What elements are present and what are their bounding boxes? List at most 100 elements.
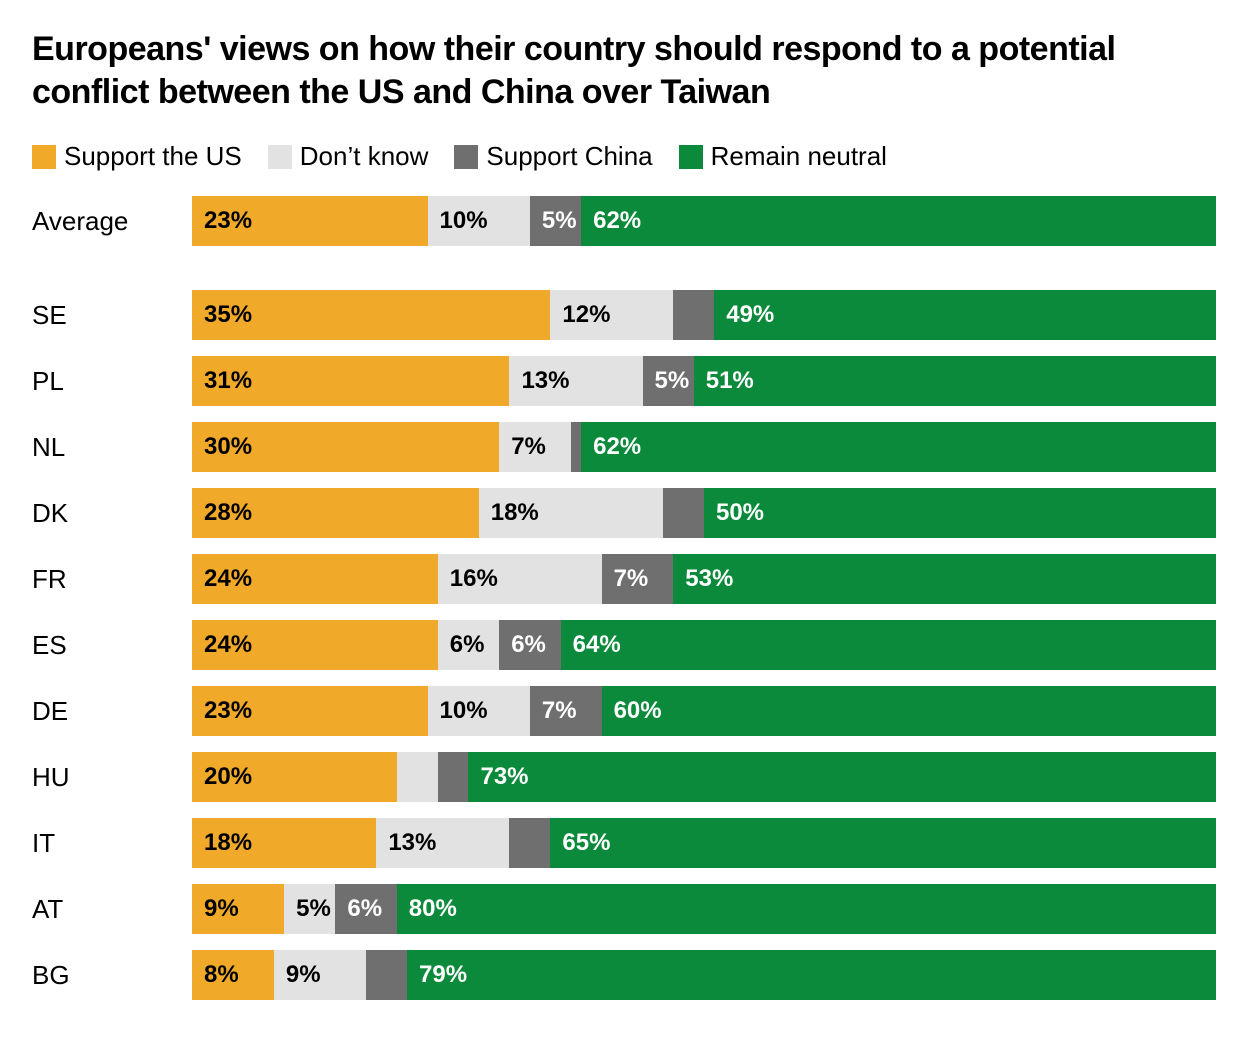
segment-support-us: 28% [192, 488, 479, 538]
segment-dont-know [397, 752, 438, 802]
bar-row: IT18%13% 65% [32, 818, 1216, 868]
segment-neutral: 51% [694, 356, 1216, 406]
legend-swatch [679, 145, 703, 169]
row-label: NL [32, 432, 192, 463]
stacked-bar: 9%5%6%80% [192, 884, 1216, 934]
segment-dont-know: 9% [274, 950, 366, 1000]
bar-row: DE23%10%7%60% [32, 686, 1216, 736]
row-label: ES [32, 630, 192, 661]
row-label: SE [32, 300, 192, 331]
legend-label: Support the US [64, 141, 242, 172]
segment-support-china [571, 422, 581, 472]
segment-dont-know: 12% [550, 290, 673, 340]
legend-item-dont-know: Don’t know [268, 141, 429, 172]
segment-support-china [366, 950, 407, 1000]
bar-row: Average23%10%5%62% [32, 196, 1216, 246]
legend-label: Remain neutral [711, 141, 887, 172]
bar-row: BG8%9% 79% [32, 950, 1216, 1000]
stacked-bar: 30%7%62% [192, 422, 1216, 472]
segment-support-china: 6% [499, 620, 560, 670]
stacked-bar: 23%10%7%60% [192, 686, 1216, 736]
legend-label: Don’t know [300, 141, 429, 172]
segment-dont-know: 10% [428, 196, 530, 246]
bar-row: HU20% 73% [32, 752, 1216, 802]
bar-row: FR24%16%7%53% [32, 554, 1216, 604]
segment-neutral: 53% [673, 554, 1216, 604]
segment-support-china [663, 488, 704, 538]
stacked-bar: 35%12% 49% [192, 290, 1216, 340]
row-label: DK [32, 498, 192, 529]
segment-support-us: 9% [192, 884, 284, 934]
bar-row: AT9%5%6%80% [32, 884, 1216, 934]
legend-swatch [32, 145, 56, 169]
segment-dont-know: 16% [438, 554, 602, 604]
stacked-bar: 18%13% 65% [192, 818, 1216, 868]
segment-support-us: 24% [192, 620, 438, 670]
segment-neutral: 73% [468, 752, 1216, 802]
stacked-bar: 8%9% 79% [192, 950, 1216, 1000]
chart-title: Europeans' views on how their country sh… [32, 28, 1216, 113]
stacked-bar: 24%16%7%53% [192, 554, 1216, 604]
segment-support-us: 24% [192, 554, 438, 604]
stacked-bar: 28%18% 50% [192, 488, 1216, 538]
legend-swatch [268, 145, 292, 169]
segment-support-us: 23% [192, 196, 428, 246]
segment-neutral: 49% [714, 290, 1216, 340]
segment-neutral: 62% [581, 196, 1216, 246]
segment-neutral: 79% [407, 950, 1216, 1000]
segment-neutral: 64% [561, 620, 1216, 670]
segment-support-us: 31% [192, 356, 509, 406]
segment-neutral: 65% [550, 818, 1216, 868]
segment-support-us: 20% [192, 752, 397, 802]
segment-support-us: 35% [192, 290, 550, 340]
segment-support-us: 30% [192, 422, 499, 472]
legend: Support the US Don’t know Support China Rem… [32, 141, 1216, 172]
segment-neutral: 62% [581, 422, 1216, 472]
segment-neutral: 50% [704, 488, 1216, 538]
segment-dont-know: 10% [428, 686, 530, 736]
segment-support-china: 7% [602, 554, 674, 604]
row-label: IT [32, 828, 192, 859]
segment-support-us: 18% [192, 818, 376, 868]
row-label: BG [32, 960, 192, 991]
stacked-bar: 20% 73% [192, 752, 1216, 802]
segment-support-china [438, 752, 469, 802]
bar-row: DK28%18% 50% [32, 488, 1216, 538]
segment-dont-know: 5% [284, 884, 335, 934]
bar-row: ES24%6%6%64% [32, 620, 1216, 670]
legend-item-support-us: Support the US [32, 141, 242, 172]
segment-support-us: 8% [192, 950, 274, 1000]
segment-support-china [509, 818, 550, 868]
segment-dont-know: 7% [499, 422, 571, 472]
segment-neutral: 60% [602, 686, 1216, 736]
legend-swatch [454, 145, 478, 169]
stacked-bar: 23%10%5%62% [192, 196, 1216, 246]
segment-support-china: 7% [530, 686, 602, 736]
legend-label: Support China [486, 141, 652, 172]
segment-support-china: 6% [335, 884, 396, 934]
bar-row: PL31%13%5%51% [32, 356, 1216, 406]
row-label: DE [32, 696, 192, 727]
bar-row: NL30%7%62% [32, 422, 1216, 472]
segment-support-us: 23% [192, 686, 428, 736]
stacked-bar: 31%13%5%51% [192, 356, 1216, 406]
segment-neutral: 80% [397, 884, 1216, 934]
row-label: AT [32, 894, 192, 925]
segment-dont-know: 13% [376, 818, 509, 868]
stacked-bar: 24%6%6%64% [192, 620, 1216, 670]
legend-item-support-china: Support China [454, 141, 652, 172]
legend-item-neutral: Remain neutral [679, 141, 887, 172]
segment-dont-know: 6% [438, 620, 499, 670]
row-label: PL [32, 366, 192, 397]
segment-support-china: 5% [530, 196, 581, 246]
row-separator [32, 262, 1216, 290]
segment-dont-know: 13% [509, 356, 642, 406]
bar-row: SE35%12% 49% [32, 290, 1216, 340]
row-label: Average [32, 206, 192, 237]
row-label: HU [32, 762, 192, 793]
chart-rows: Average23%10%5%62%SE35%12%49%PL31%13%5%5… [32, 196, 1216, 1016]
segment-dont-know: 18% [479, 488, 663, 538]
segment-support-china [673, 290, 714, 340]
row-label: FR [32, 564, 192, 595]
segment-support-china: 5% [643, 356, 694, 406]
